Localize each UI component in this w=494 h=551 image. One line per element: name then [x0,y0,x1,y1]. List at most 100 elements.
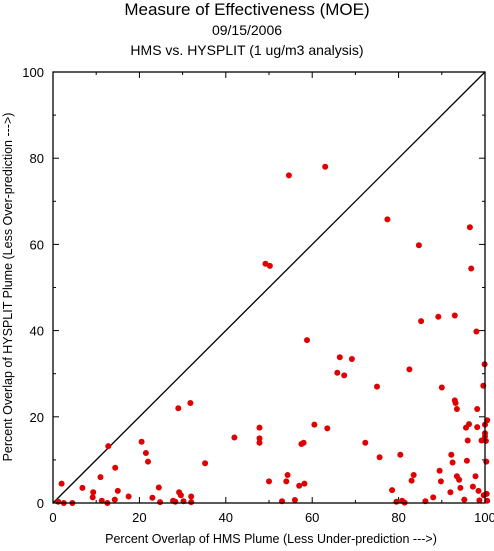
data-point [484,417,491,424]
data-point [149,494,156,501]
x-tick-label: 60 [305,510,319,525]
data-point [484,497,491,504]
data-point [256,439,263,446]
y-tick-labels: 0 20 40 60 80 100 [22,65,44,511]
data-point [301,480,308,487]
y-tick-label: 60 [30,237,44,252]
data-point [89,494,96,501]
data-point [138,438,145,445]
data-point [266,478,272,485]
data-point [469,483,476,490]
x-tick-label: 20 [132,510,146,525]
data-point [283,478,290,485]
data-point [466,224,473,231]
data-point [475,487,482,494]
y-tick-label: 100 [22,65,44,80]
data-point [202,460,209,467]
data-point [97,474,104,481]
data-point [155,484,162,491]
data-point [324,425,331,432]
x-tick-label: 40 [219,510,233,525]
data-point [406,366,413,373]
data-point [374,383,380,390]
data-point [362,439,369,446]
data-point [474,424,481,431]
data-point [177,492,184,499]
data-points [55,163,491,506]
chart-subtitle-analysis: HMS vs. HYSPLIT (1 ug/m3 analysis) [130,42,364,58]
data-point [55,498,62,505]
data-point [114,487,121,494]
data-point [482,437,489,444]
data-point [58,480,65,487]
data-point [291,497,298,503]
data-point [478,437,485,444]
data-point [336,354,343,361]
data-point [187,400,194,406]
data-point [430,494,437,501]
data-point [142,450,149,456]
data-point [311,421,318,428]
data-point [98,497,105,504]
plot-frame [52,71,486,504]
x-axis-label: Percent Overlap of HMS Plume (Less Under… [105,532,437,546]
data-point [145,458,151,465]
data-point [457,484,464,491]
chart-subtitle-date: 09/15/2006 [211,22,283,38]
data-point [341,372,348,379]
data-point [418,318,425,325]
data-point [452,400,459,406]
y-tick-label: 80 [30,151,44,166]
data-point [453,406,460,412]
data-point [111,496,118,503]
y-tick-label: 40 [30,324,44,339]
data-point [157,499,164,506]
data-point [348,356,355,362]
data-point [172,498,179,505]
y-tick-label: 20 [30,410,44,425]
data-point [415,242,422,249]
data-point [284,472,291,478]
data-point [449,459,456,466]
data-point [266,262,273,269]
data-point [437,478,444,485]
data-point [473,328,480,335]
data-point [376,454,383,461]
data-point [285,172,292,179]
data-point [188,493,195,500]
x-tick-labels: 0 20 40 60 80 100 [49,510,494,525]
data-point [296,482,303,489]
data-point [472,473,479,480]
data-point [438,384,445,391]
data-point [105,443,112,450]
data-point [451,312,458,319]
data-point [436,467,443,474]
data-point [393,498,400,505]
data-point [322,163,329,170]
one-to-one-reference-line [52,71,486,504]
data-point [79,484,86,491]
data-point [483,458,490,465]
data-point [448,451,455,458]
y-axis-label: Percent Overlap of HYSPLIT Plume (Less O… [1,113,15,462]
data-point [435,313,442,320]
data-point [474,406,481,412]
data-point [466,421,472,428]
x-tick-label: 0 [49,510,56,525]
chart-title: Measure of Effectiveness (MOE) [124,0,370,19]
data-point [300,439,307,446]
data-point [256,424,263,431]
data-point [447,489,454,496]
data-point [384,216,391,223]
data-point [256,435,263,442]
data-point [112,464,119,471]
data-point [468,265,475,272]
x-tick-label: 80 [391,510,405,525]
data-point [464,437,471,444]
data-point [125,493,132,500]
data-point [175,405,182,412]
data-point [476,497,483,504]
data-point [304,337,310,344]
x-tick-label: 100 [474,510,494,525]
